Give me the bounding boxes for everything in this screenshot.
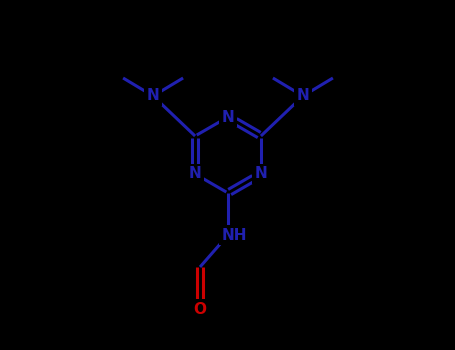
Text: NH: NH (221, 228, 247, 243)
Text: N: N (222, 110, 234, 125)
Text: N: N (254, 167, 267, 182)
Text: N: N (297, 89, 309, 104)
Text: N: N (189, 167, 202, 182)
Text: O: O (193, 301, 207, 316)
Text: N: N (147, 89, 159, 104)
